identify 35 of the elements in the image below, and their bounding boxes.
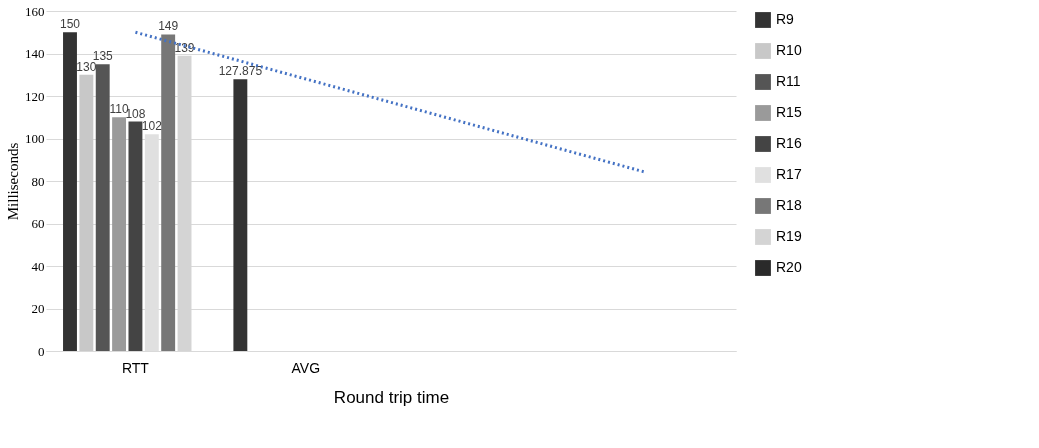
data-label: 130 <box>76 59 97 74</box>
bar <box>63 32 77 351</box>
legend-label: R18 <box>776 197 802 213</box>
data-label: 150 <box>59 17 81 32</box>
data-label: 139 <box>174 40 195 55</box>
bar <box>233 79 248 351</box>
y-tick-label: 120 <box>25 88 45 104</box>
y-tick-label: 20 <box>31 301 45 316</box>
legend-label: R19 <box>776 228 802 244</box>
data-label: 127.875 <box>218 64 263 79</box>
y-tick-label: 0 <box>38 343 45 359</box>
bar <box>79 74 94 351</box>
legend-label: R11 <box>776 73 801 89</box>
y-tick-label: 100 <box>25 131 45 146</box>
data-label: 102 <box>141 119 163 134</box>
bar <box>95 64 110 351</box>
bar <box>112 117 127 351</box>
legend-label: R20 <box>776 259 802 275</box>
legend-label: R10 <box>776 42 802 58</box>
bar <box>161 34 176 351</box>
y-tick-label: 140 <box>25 46 45 61</box>
x-tick-label: AVG <box>291 359 321 376</box>
legend-label: R9 <box>776 11 795 27</box>
y-tick-label: 80 <box>31 173 45 189</box>
x-axis-title: Round trip time <box>333 387 450 407</box>
bar <box>128 121 143 351</box>
y-tick-label: 160 <box>25 3 45 19</box>
y-tick-label: 60 <box>31 216 45 231</box>
data-label: 149 <box>158 19 179 34</box>
y-axis-title: Milliseconds <box>5 142 21 221</box>
x-tick-label: RTT <box>121 359 150 376</box>
y-tick-label: 40 <box>31 258 45 274</box>
legend-label: R15 <box>776 104 802 120</box>
legend-label: R17 <box>776 166 802 182</box>
legend-label: R16 <box>776 135 802 151</box>
